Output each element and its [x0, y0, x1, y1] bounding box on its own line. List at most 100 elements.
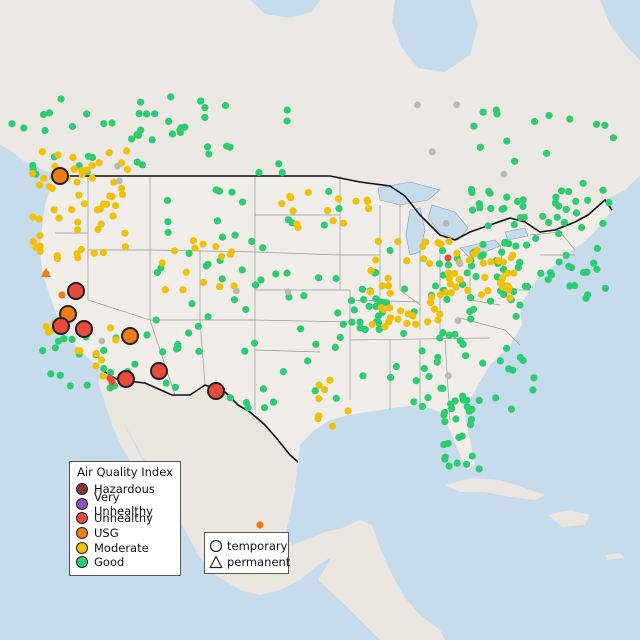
good-monitor-dot: [386, 246, 394, 255]
good-monitor-dot: [230, 296, 238, 304]
no-data-monitor-dot: [428, 148, 436, 156]
good-monitor-dot: [469, 305, 478, 313]
good-monitor-dot: [496, 357, 504, 365]
good-monitor-dot: [107, 368, 115, 377]
moderate-monitor-dot: [74, 226, 82, 234]
good-monitor-dot: [168, 130, 177, 138]
moderate-monitor-dot: [88, 174, 96, 182]
good-monitor-dot: [448, 405, 456, 413]
no-data-monitor-dot: [456, 260, 464, 268]
good-monitor-dot: [56, 371, 64, 379]
moderate-monitor-dot: [424, 318, 432, 326]
moderate-monitor-dot: [315, 412, 323, 420]
moderate-monitor-dot: [365, 205, 373, 213]
good-monitor-dot: [203, 143, 212, 151]
good-monitor-dot: [242, 305, 250, 314]
good-monitor-dot: [592, 120, 601, 128]
moderate-monitor-dot: [304, 188, 312, 196]
good-monitor-dot: [509, 366, 517, 374]
moderate-monitor-dot: [329, 422, 337, 430]
moderate-monitor-dot: [36, 181, 44, 189]
moderate-monitor-dot: [323, 207, 332, 215]
highlight-site-unhealthy: [67, 282, 85, 300]
good-monitor-dot: [197, 97, 205, 105]
good-monitor-dot: [283, 106, 291, 114]
moderate-monitor-dot: [326, 376, 334, 384]
moderate-monitor-dot: [477, 291, 486, 299]
moderate-monitor-dot: [29, 238, 37, 246]
highlight-site-usg: [121, 327, 139, 345]
good-monitor-dot: [171, 383, 179, 391]
good-monitor-dot: [137, 98, 145, 106]
highlight-site-unhealthy: [52, 317, 70, 335]
good-monitor-dot: [529, 386, 537, 394]
good-monitor-dot: [475, 465, 483, 473]
good-monitor-dot: [444, 261, 452, 269]
monitor-type-legend: temporary permanent: [204, 532, 290, 574]
good-monitor-dot: [466, 421, 475, 429]
good-monitor-dot: [176, 128, 184, 137]
good-monitor-dot: [348, 318, 356, 326]
moderate-monitor-dot: [212, 242, 220, 251]
good-monitor-dot: [519, 356, 527, 365]
central-america-land: [318, 520, 445, 640]
good-monitor-dot: [57, 95, 65, 103]
good-monitor-dot: [297, 325, 305, 333]
moderate-monitor-dot: [384, 282, 393, 290]
moderate-monitor-dot: [226, 250, 234, 258]
good-monitor-dot: [530, 374, 538, 382]
good-monitor-dot: [452, 415, 460, 423]
good-monitor-dot: [238, 266, 246, 274]
good-monitor-dot: [359, 296, 368, 304]
highlight-site-unhealthy: [150, 362, 168, 380]
moderate-monitor-dot: [444, 269, 452, 277]
good-monitor-dot: [221, 101, 230, 110]
good-monitor-dot: [468, 452, 476, 460]
moderate-monitor-dot: [28, 169, 37, 177]
moderate-monitor-dot: [430, 305, 439, 313]
good-monitor-dot: [519, 196, 527, 204]
legend-swatch-icon: [76, 497, 88, 510]
moderate-monitor-dot: [94, 206, 102, 214]
moderate-monitor-dot: [42, 323, 50, 331]
moderate-monitor-dot: [108, 192, 116, 200]
moderate-monitor-dot: [55, 214, 63, 222]
good-monitor-dot: [593, 244, 602, 252]
moderate-monitor-dot: [481, 273, 489, 281]
moderate-monitor-dot: [90, 249, 98, 257]
good-monitor-dot: [361, 325, 369, 334]
good-monitor-dot: [304, 357, 312, 365]
good-monitor-dot: [501, 239, 509, 247]
moderate-monitor-dot: [344, 407, 352, 415]
moderate-monitor-dot: [92, 350, 100, 358]
moderate-monitor-dot: [473, 247, 481, 255]
good-monitor-dot: [100, 364, 108, 373]
good-monitor-dot: [566, 282, 574, 290]
good-monitor-dot: [512, 242, 520, 250]
good-monitor-dot: [248, 237, 256, 245]
good-monitor-dot: [487, 204, 495, 212]
good-monitor-dot: [459, 340, 467, 348]
good-monitor-dot: [445, 331, 453, 339]
good-monitor-dot: [108, 119, 116, 127]
good-monitor-dot: [605, 199, 613, 207]
good-monitor-dot: [479, 240, 487, 248]
moderate-monitor-dot: [426, 259, 434, 268]
good-monitor-dot: [375, 325, 383, 333]
good-monitor-dot: [467, 315, 475, 323]
moderate-monitor-dot: [510, 269, 518, 277]
good-monitor-dot: [185, 249, 193, 257]
moderate-monitor-dot: [385, 318, 393, 326]
moderate-monitor-dot: [384, 274, 392, 282]
moderate-monitor-dot: [479, 259, 487, 267]
no-data-monitor-dot: [500, 170, 508, 178]
moderate-monitor-dot: [289, 207, 297, 215]
legend-swatch-icon: [76, 483, 88, 496]
moderate-monitor-dot: [506, 294, 514, 302]
good-monitor-dot: [218, 275, 226, 283]
moderate-monitor-dot: [394, 238, 402, 246]
moderate-monitor-dot: [217, 252, 226, 260]
legend-row-temporary: temporary: [209, 538, 287, 554]
legend-swatch-icon: [76, 527, 88, 540]
good-monitor-dot: [451, 330, 459, 338]
